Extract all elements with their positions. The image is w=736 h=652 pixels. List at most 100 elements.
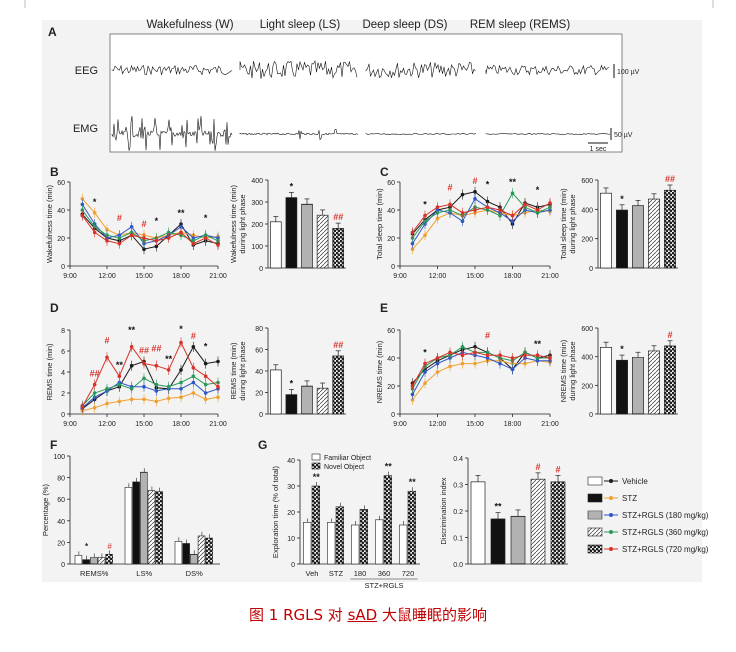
y-tick-label: 20: [57, 540, 65, 547]
data-point: [166, 396, 171, 401]
y-tick-label: 0.1: [453, 536, 463, 543]
y-tick-label: 300: [251, 200, 263, 207]
significance-mark: #: [117, 213, 122, 223]
bar: [303, 522, 312, 565]
data-point: [154, 382, 159, 387]
y-tick-label: 40: [57, 519, 65, 526]
data-point: [179, 230, 183, 235]
significance-mark: *: [620, 194, 624, 204]
legend-swatch: [587, 527, 603, 537]
data-point: [166, 368, 171, 372]
data-point: [142, 397, 146, 402]
corner-mark-right: [712, 0, 714, 8]
data-point: [142, 236, 146, 240]
caption-prefix: 图 1 RGLS 对: [249, 606, 348, 624]
y-axis-title: Discrimination index: [439, 477, 448, 544]
data-point: [523, 361, 527, 366]
emg-label: EMG: [73, 123, 98, 135]
data-point: [203, 236, 208, 240]
data-point: [460, 211, 465, 215]
data-point: [435, 205, 440, 209]
significance-mark: ##: [139, 346, 149, 356]
y-tick-label: 40: [287, 458, 295, 465]
data-point: [179, 380, 183, 385]
bar: [140, 471, 148, 565]
y-axis-title: REMS time (min): [229, 342, 238, 400]
y-tick-label: 4: [61, 370, 65, 377]
y-tick-label: 60: [255, 348, 263, 355]
significance-mark: #: [141, 219, 146, 229]
bar: [351, 524, 360, 565]
bar: [664, 189, 676, 269]
significance-mark: #: [447, 182, 452, 192]
data-point: [216, 359, 220, 364]
x-tick-label: 12:00: [98, 421, 116, 428]
group-label: STZ+RGLS: [365, 581, 404, 590]
data-point: [435, 211, 440, 215]
significance-mark: **: [165, 354, 173, 364]
category-label: 360: [378, 569, 391, 578]
data-point: [535, 353, 540, 358]
state-label: Light sleep (LS): [260, 19, 341, 31]
eeg-trace: [485, 64, 610, 76]
bar: [316, 214, 329, 269]
y-tick-label: 0: [259, 412, 263, 419]
data-point: [498, 213, 502, 218]
legend-marker: [609, 530, 613, 534]
y-tick-label: 400: [251, 178, 263, 185]
y-axis-title: during light phase: [238, 194, 247, 253]
data-point: [129, 345, 134, 349]
data-point: [216, 243, 220, 247]
data-point: [410, 236, 415, 240]
series-line: [81, 215, 219, 246]
legend-label: Novel Object: [324, 464, 364, 471]
data-point: [191, 366, 196, 370]
y-tick-label: 60: [57, 497, 65, 504]
bar: [550, 481, 566, 565]
eeg-label: EEG: [75, 65, 98, 77]
y-tick-label: 0: [61, 412, 65, 419]
y-tick-label: 400: [581, 355, 593, 362]
data-point: [535, 208, 540, 212]
y-tick-label: 40: [387, 208, 395, 215]
y-tick-label: 80: [57, 476, 65, 483]
y-tick-label: 6: [61, 349, 65, 356]
y-tick-label: 20: [255, 391, 263, 398]
bar: [510, 515, 526, 565]
series-line: [412, 360, 551, 401]
series-line: [81, 375, 219, 406]
x-tick-label: 18:00: [504, 273, 522, 280]
bar: [82, 559, 90, 565]
bar: [664, 345, 676, 415]
data-point: [523, 353, 527, 358]
x-tick-label: 18:00: [504, 421, 522, 428]
x-tick-label: 12:00: [429, 273, 447, 280]
data-point: [154, 399, 159, 404]
data-point: [142, 376, 146, 381]
bar: [74, 555, 83, 565]
data-point: [117, 236, 122, 240]
y-tick-label: 40: [387, 356, 395, 363]
legend-swatch: [311, 453, 321, 461]
y-axis-title: Total sleep time (min): [559, 188, 568, 260]
bar: [90, 557, 98, 565]
data-point: [498, 208, 502, 212]
y-tick-label: 30: [287, 484, 295, 491]
data-point: [473, 208, 477, 212]
bar: [174, 541, 183, 565]
bar: [205, 537, 213, 565]
y-tick-label: 200: [581, 237, 593, 244]
bar: [332, 355, 345, 415]
data-point: [92, 211, 97, 215]
data-point: [510, 191, 515, 195]
data-point: [460, 361, 465, 366]
series-line: [412, 202, 551, 233]
significance-mark: ##: [333, 340, 343, 350]
legend-swatch: [587, 510, 603, 520]
data-point: [80, 404, 85, 409]
data-point: [510, 367, 515, 372]
significance-mark: **: [385, 462, 393, 472]
y-tick-label: 20: [57, 236, 65, 243]
data-point: [410, 241, 415, 246]
data-point: [460, 345, 465, 349]
